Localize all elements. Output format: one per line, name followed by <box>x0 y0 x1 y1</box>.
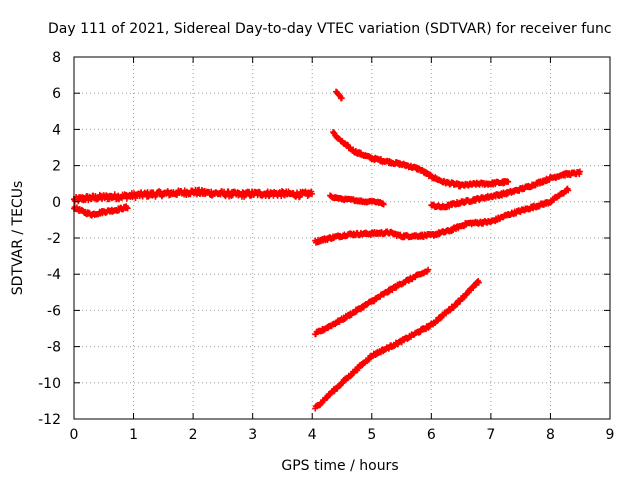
y-tick-label: -8 <box>47 340 61 356</box>
data-point <box>475 279 482 286</box>
x-tick-label: 3 <box>248 427 257 443</box>
series-track-low-rising <box>312 185 572 246</box>
data-point <box>338 95 345 102</box>
y-tick-label: 0 <box>52 195 61 211</box>
y-tick-label: -6 <box>47 303 61 319</box>
series-track-early-lower <box>71 203 131 219</box>
series-track-descending <box>330 128 512 190</box>
series-track-peak <box>333 88 345 102</box>
x-tick-label: 0 <box>70 427 79 443</box>
x-tick-label: 9 <box>606 427 615 443</box>
y-tick-label: -4 <box>47 267 61 283</box>
data-point <box>576 168 583 175</box>
y-tick-label: -2 <box>47 231 61 247</box>
y-tick-label: 4 <box>52 122 61 138</box>
series-track-diag-mid <box>312 266 432 338</box>
x-axis-label: GPS time / hours <box>281 458 398 474</box>
series-track-flat-short <box>327 192 387 208</box>
x-tick-label: 5 <box>367 427 376 443</box>
data-point <box>124 205 131 212</box>
x-tick-label: 6 <box>427 427 436 443</box>
axis-ticks: 0 1 2 3 4 5 6 7 8 9 -12 -10 -8 -6 -4 -2 0 2 4 6 8 <box>38 50 614 443</box>
x-tick-label: 8 <box>546 427 555 443</box>
x-tick-label: 2 <box>189 427 198 443</box>
data-point <box>308 190 315 197</box>
y-tick-label: 2 <box>52 159 61 175</box>
y-tick-label: 6 <box>52 86 61 102</box>
series-track-late-rising <box>428 168 583 211</box>
data-point <box>565 187 572 194</box>
data-point <box>380 201 387 208</box>
x-tick-label: 1 <box>129 427 138 443</box>
data-point <box>425 266 432 273</box>
plot-area <box>71 88 583 412</box>
x-tick-label: 4 <box>308 427 317 443</box>
chart-title: Day 111 of 2021, Sidereal Day-to-day VTE… <box>48 21 612 37</box>
data-point <box>505 178 512 185</box>
y-axis-label: SDTVAR / TECUs <box>10 181 26 296</box>
y-tick-label: 8 <box>52 50 61 66</box>
y-tick-label: -10 <box>38 376 61 392</box>
series-track-diag-low <box>312 278 482 412</box>
series-track-early <box>71 186 315 205</box>
y-tick-label: -12 <box>38 412 61 428</box>
x-tick-label: 7 <box>486 427 495 443</box>
